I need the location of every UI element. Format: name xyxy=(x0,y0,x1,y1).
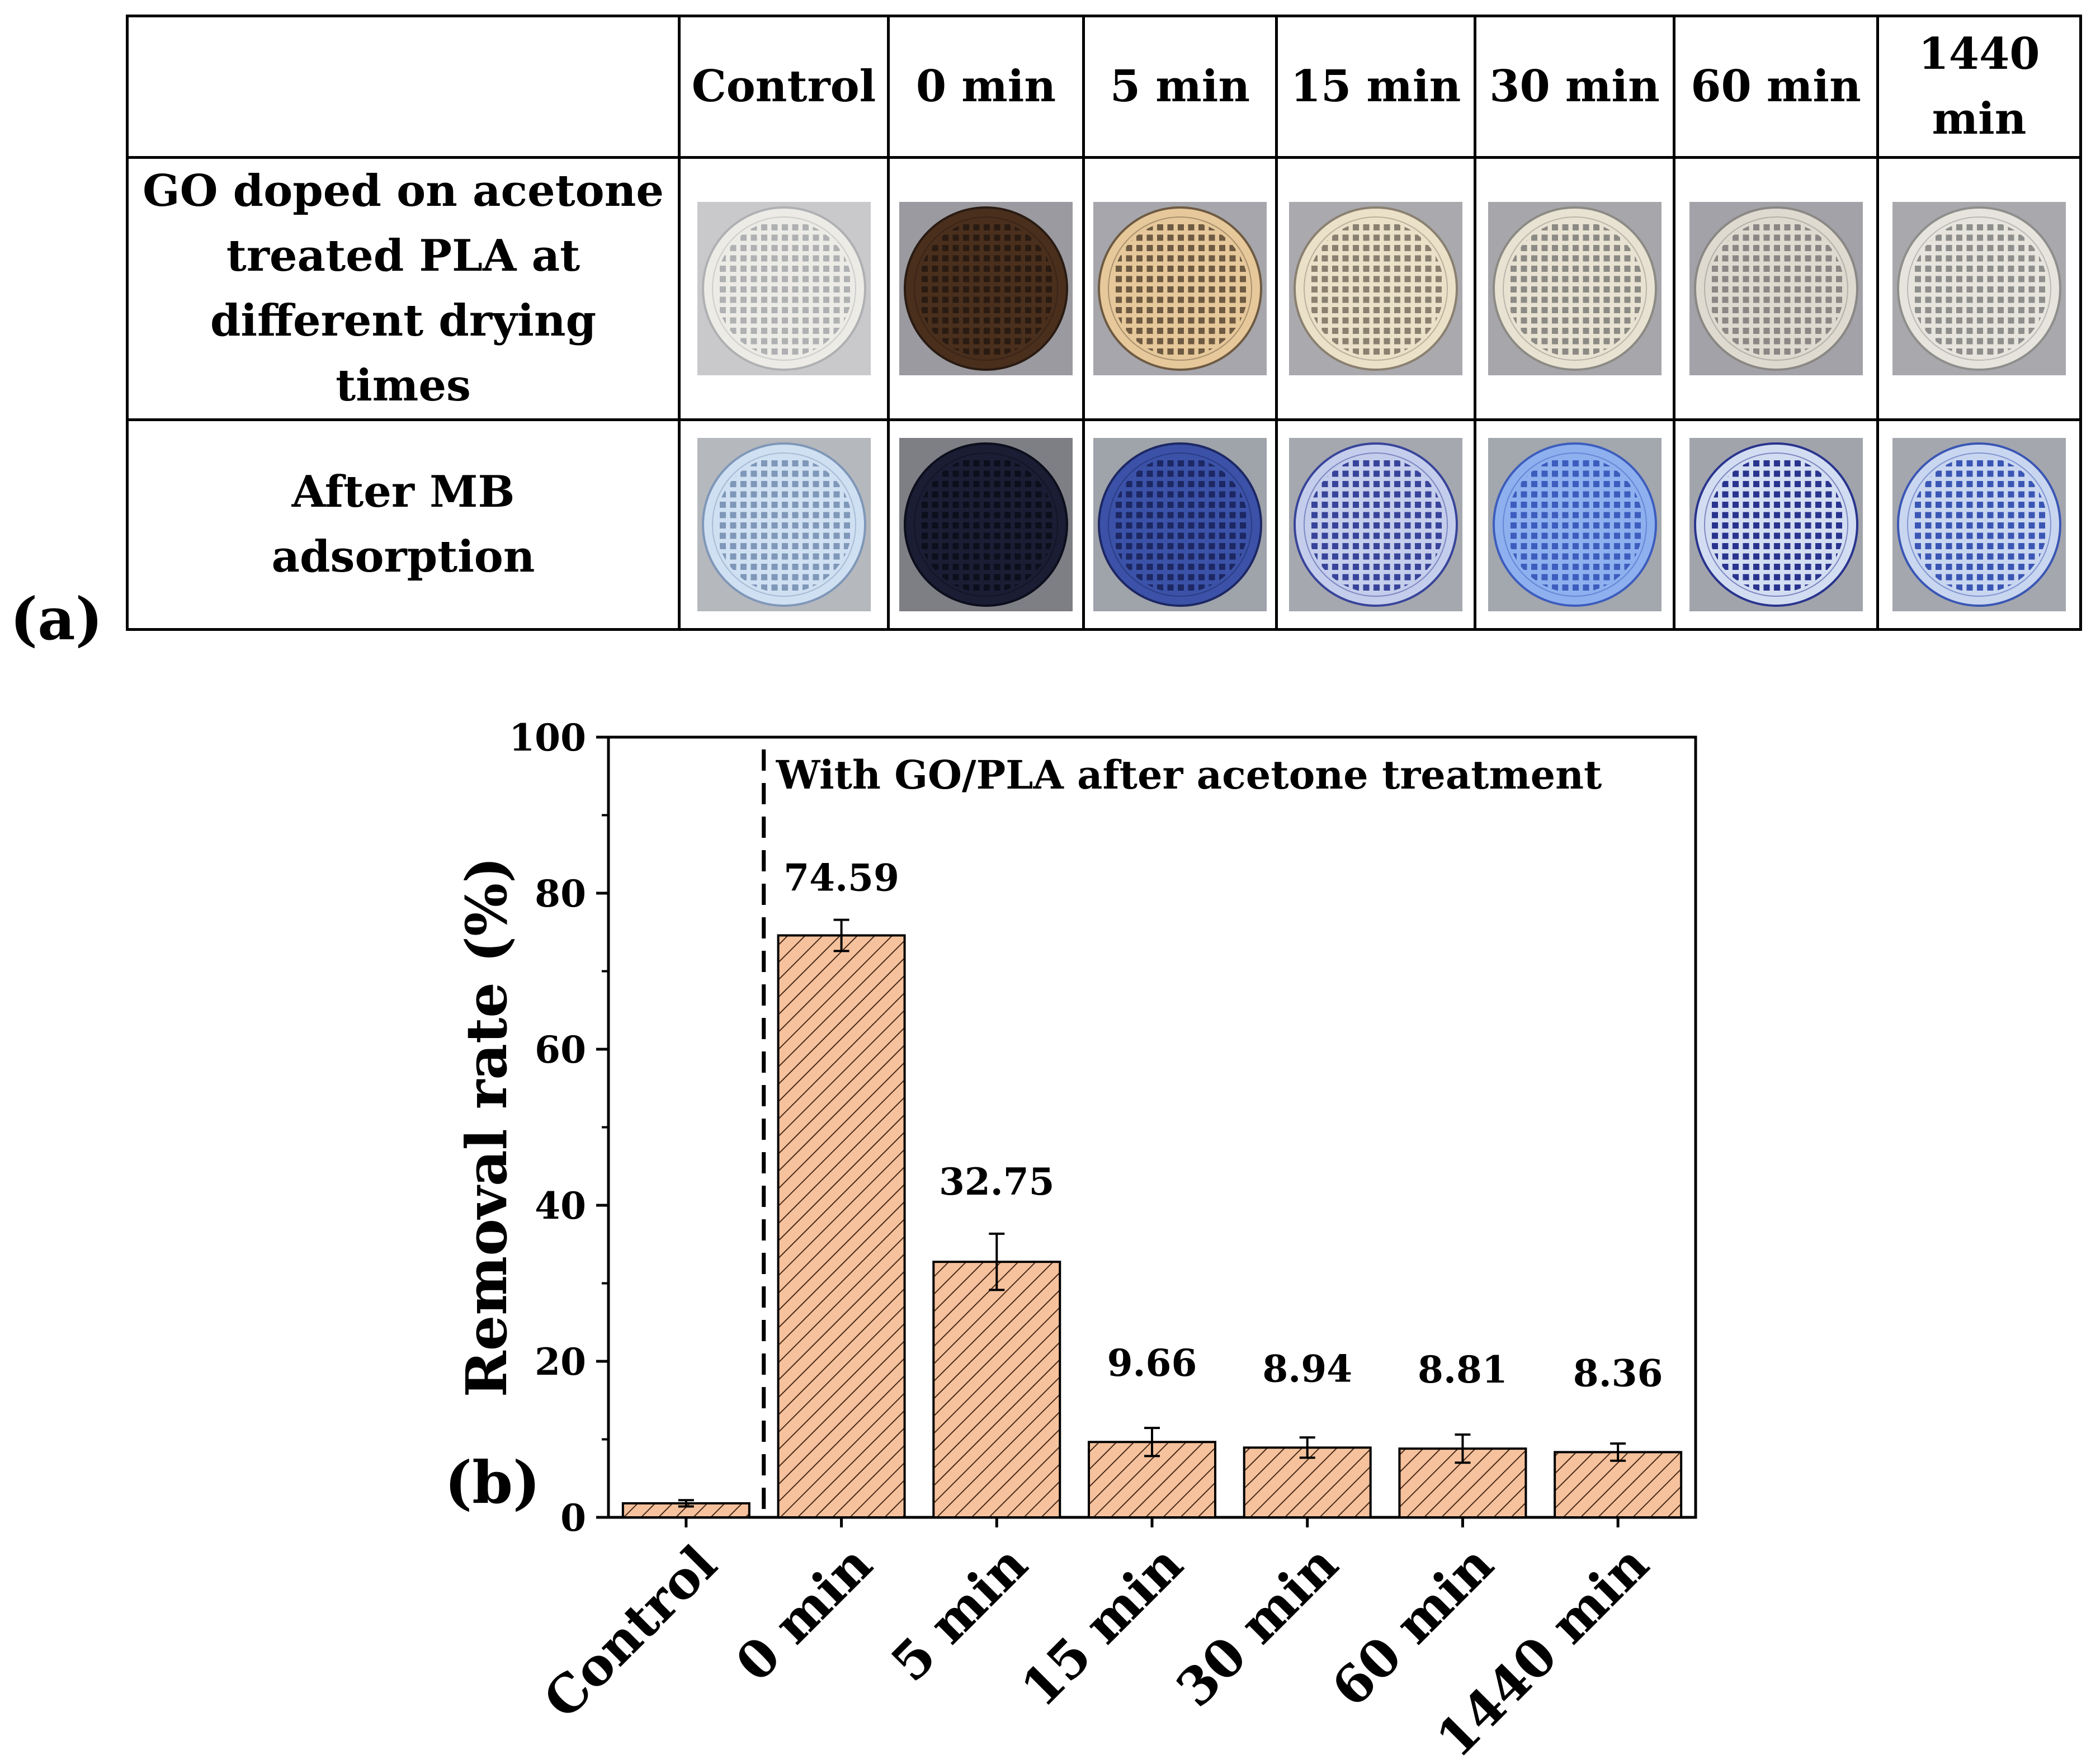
data-label: 74.59 xyxy=(783,856,899,899)
header-cell-5min: 5 min xyxy=(1082,15,1278,159)
sample-photo: 5 min MB photo xyxy=(1093,438,1267,611)
header-cell-15min: 15 min xyxy=(1275,15,1476,159)
bar xyxy=(777,934,906,1518)
x-tick-label: 15 min xyxy=(1009,1534,1194,1718)
bar xyxy=(1554,1451,1683,1518)
sample-disc-image: 60 min photo xyxy=(1689,202,1863,375)
sample-disc-image: 1440 min MB photo xyxy=(1892,438,2066,611)
sample-photo: 0 min photo xyxy=(899,202,1073,375)
sample-photo: 1440 min MB photo xyxy=(1892,438,2066,611)
y-tick-label: 80 xyxy=(535,872,586,916)
y-tick-label: 0 xyxy=(560,1496,586,1540)
sample-disc-image: 15 min photo xyxy=(1289,202,1462,375)
data-label: 32.75 xyxy=(939,1160,1055,1204)
sample-disc-image: Control photo xyxy=(697,202,871,375)
bar xyxy=(1243,1446,1372,1519)
header-cell-control: Control xyxy=(678,15,890,159)
row-label-after-mb: After MB adsorption xyxy=(126,418,681,631)
sample-disc-image: 5 min photo xyxy=(1093,202,1267,375)
header-cell-60min: 60 min xyxy=(1673,15,1879,159)
data-label: 8.81 xyxy=(1418,1348,1508,1392)
y-tick-label: 100 xyxy=(509,716,586,760)
y-tick-label: 60 xyxy=(535,1028,586,1072)
sample-disc-image: 0 min MB photo xyxy=(899,438,1073,611)
sample-photo: Control MB photo xyxy=(697,438,871,611)
header-cell-30min: 30 min xyxy=(1474,15,1675,159)
sample-photo-table: Control 0 min 5 min 15 min 30 min 60 min… xyxy=(126,15,2082,631)
sample-disc-image: 0 min photo xyxy=(899,202,1073,375)
x-tick-label: Control xyxy=(532,1534,728,1730)
sample-disc-image: Control MB photo xyxy=(697,438,871,611)
header-cell-0min: 0 min xyxy=(887,15,1085,159)
x-tick-label: 0 min xyxy=(724,1534,884,1693)
bar xyxy=(1398,1447,1527,1519)
sample-disc-image: 15 min MB photo xyxy=(1289,438,1462,611)
table-row-after-mb: After MB adsorption Control MB photo 0 m… xyxy=(126,418,2082,631)
sample-photo: 15 min MB photo xyxy=(1289,438,1462,611)
x-tick-label: 30 min xyxy=(1165,1534,1349,1718)
chart-annotation: With GO/PLA after acetone treatment xyxy=(776,752,1602,798)
sample-disc-image: 1440 min photo xyxy=(1892,202,2066,375)
panel-label-b: (b) xyxy=(445,1448,540,1517)
sample-photo: 30 min photo xyxy=(1488,202,1662,375)
row-label-go-doped: GO doped on acetone treated PLA at diffe… xyxy=(126,156,681,421)
sample-disc-image: 30 min photo xyxy=(1488,202,1662,375)
y-tick-label: 40 xyxy=(535,1184,586,1228)
y-tick-label: 20 xyxy=(535,1340,586,1384)
sample-photo: 60 min photo xyxy=(1689,202,1863,375)
y-axis-label: Removal rate (%) xyxy=(454,857,520,1398)
data-label: 8.36 xyxy=(1573,1351,1663,1395)
data-label: 8.94 xyxy=(1262,1347,1352,1390)
sample-photo: 60 min MB photo xyxy=(1689,438,1863,611)
header-cell-empty xyxy=(126,15,681,159)
bar xyxy=(932,1261,1061,1518)
sample-photo: 0 min MB photo xyxy=(899,438,1073,611)
plot-frame xyxy=(607,735,1697,1519)
sample-photo: 15 min photo xyxy=(1289,202,1462,375)
sample-disc-image: 30 min MB photo xyxy=(1488,438,1662,611)
x-tick-label: 5 min xyxy=(880,1534,1039,1693)
table-row-go-doped: GO doped on acetone treated PLA at diffe… xyxy=(126,156,2082,421)
sample-disc-image: 5 min MB photo xyxy=(1093,438,1267,611)
panel-label-a: (a) xyxy=(10,584,103,653)
sample-photo: 30 min MB photo xyxy=(1488,438,1662,611)
sample-photo: Control photo xyxy=(697,202,871,375)
sample-photo: 1440 min photo xyxy=(1892,202,2066,375)
table-header-row: Control 0 min 5 min 15 min 30 min 60 min… xyxy=(126,15,2082,159)
sample-photo: 5 min photo xyxy=(1093,202,1267,375)
data-label: 9.66 xyxy=(1107,1341,1197,1385)
header-cell-1440min: 1440 min xyxy=(1876,15,2082,159)
sample-disc-image: 60 min MB photo xyxy=(1689,438,1863,611)
